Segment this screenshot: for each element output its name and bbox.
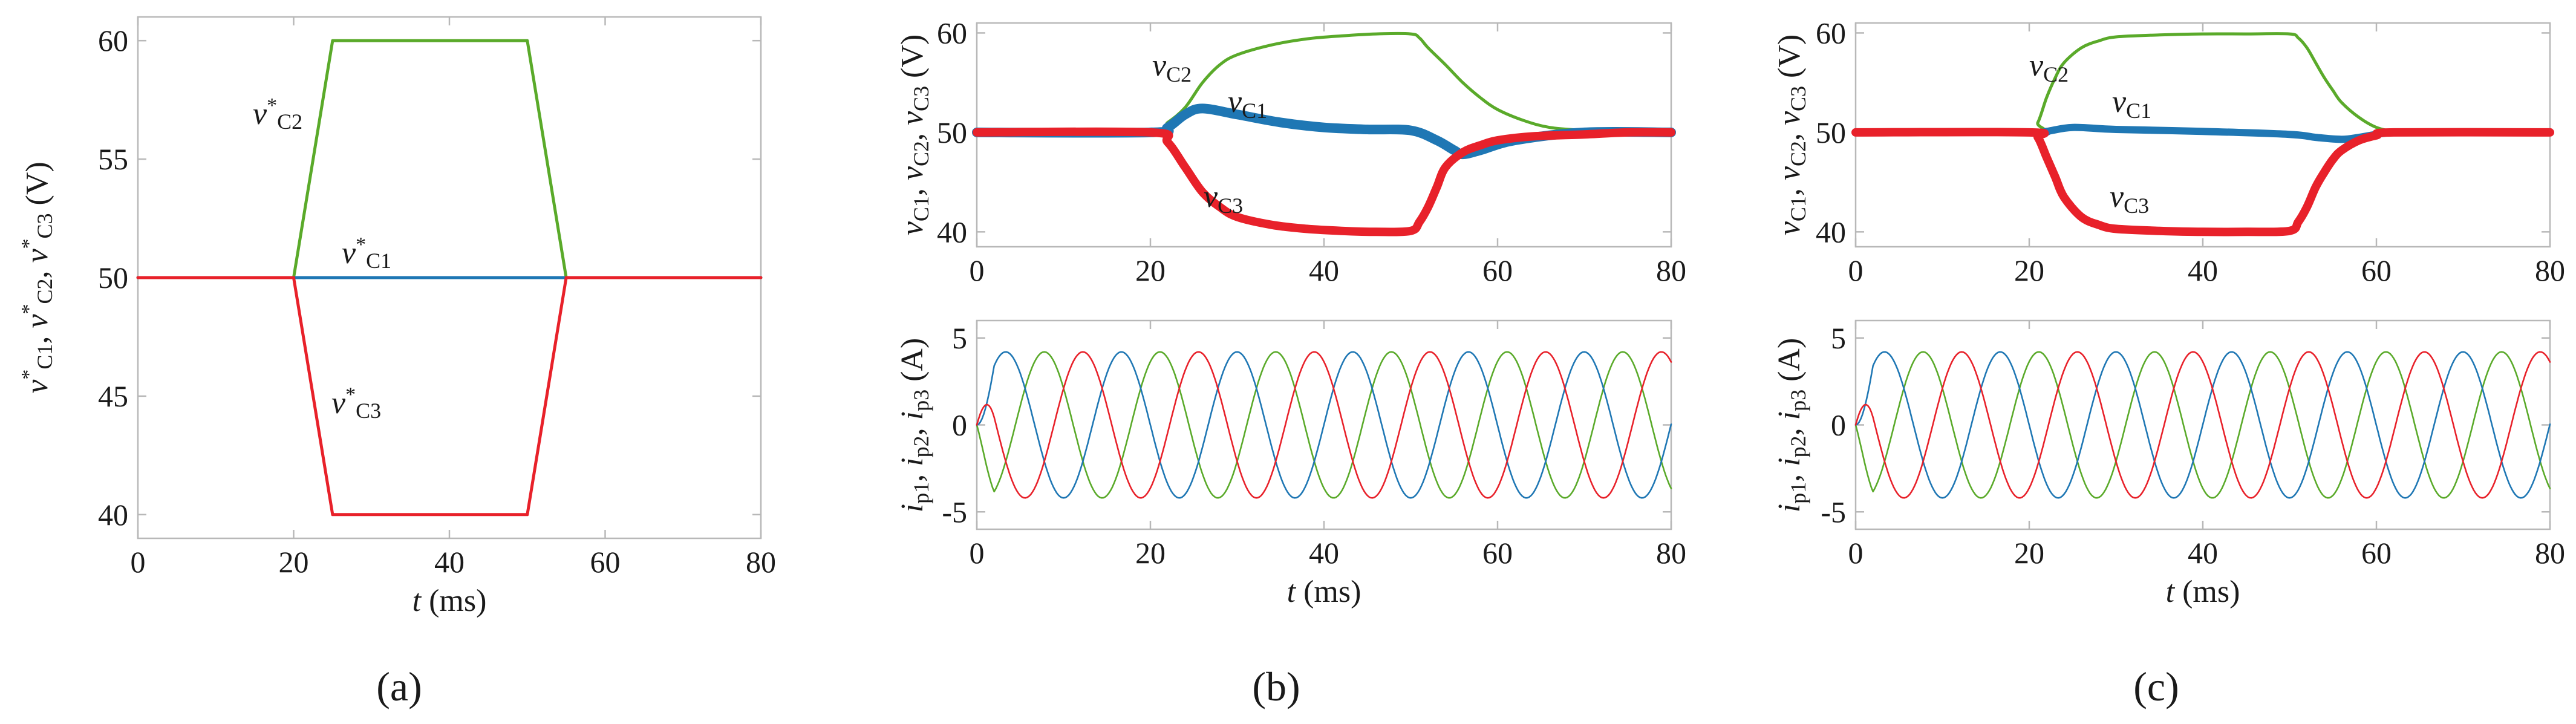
x-tick-label: 0 bbox=[1848, 253, 1864, 287]
x-tick-label: 0 bbox=[131, 545, 146, 579]
y-tick-label: 50 bbox=[98, 261, 128, 295]
label-c-c1: vC1 bbox=[2112, 85, 2151, 123]
x-tick-label: 40 bbox=[434, 545, 465, 579]
y-tick-label: -5 bbox=[1821, 495, 1846, 529]
panel-b-top-y-axis-title: vC1, vC2, vC3 (V) bbox=[895, 34, 933, 236]
series-ip3 bbox=[1854, 351, 2551, 499]
y-tick-label: 50 bbox=[937, 116, 967, 149]
panel-c-bottom-plot: 0 20 40 60 80-505 bbox=[1821, 321, 2565, 570]
panel-c-x-axis-title: t (ms) bbox=[2166, 575, 2240, 609]
series-vC2 bbox=[1854, 32, 2552, 135]
y-tick-label: 60 bbox=[937, 16, 967, 50]
y-tick-label: 40 bbox=[1816, 215, 1846, 249]
x-tick-label: 0 bbox=[970, 536, 985, 570]
label-c-c2: vC2 bbox=[2029, 48, 2069, 86]
series-ip2 bbox=[976, 351, 1672, 499]
y-tick-label: 0 bbox=[952, 408, 967, 442]
panel-c-bottom-y-axis-title: ip1, ip2, ip3 (A) bbox=[1772, 338, 1810, 513]
panel-a-x-axis-title: t (ms) bbox=[412, 584, 487, 618]
y-tick-label: 45 bbox=[98, 379, 128, 413]
panel-c-top-y-axis-title: vC1, vC2, vC3 (V) bbox=[1772, 34, 1810, 236]
x-tick-label: 80 bbox=[2535, 536, 2565, 570]
x-tick-label: 0 bbox=[970, 253, 985, 287]
x-tick-label: 40 bbox=[1309, 536, 1339, 570]
x-tick-label: 40 bbox=[2188, 536, 2218, 570]
x-tick-label: 0 bbox=[1848, 536, 1864, 570]
series-vref-C2 bbox=[136, 39, 763, 279]
label-b-c1: vC1 bbox=[1228, 85, 1267, 123]
y-tick-label: 5 bbox=[1831, 321, 1846, 355]
panel-label-a: (a) bbox=[376, 664, 422, 709]
x-tick-label: 20 bbox=[2014, 253, 2044, 287]
x-tick-label: 20 bbox=[279, 545, 309, 579]
x-tick-label: 40 bbox=[2188, 253, 2218, 287]
x-tick-label: 20 bbox=[2014, 536, 2044, 570]
x-tick-label: 60 bbox=[1482, 536, 1513, 570]
x-tick-label: 60 bbox=[2361, 253, 2392, 287]
x-tick-label: 80 bbox=[746, 545, 776, 579]
x-tick-label: 40 bbox=[1309, 253, 1339, 287]
label-ref-c1: v*C1 bbox=[342, 233, 391, 273]
label-c-c3: vC3 bbox=[2110, 180, 2149, 218]
panel-b-bottom-plot: 0 20 40 60 80-505 bbox=[942, 321, 1686, 570]
series-ip1 bbox=[1854, 351, 2551, 499]
x-tick-label: 80 bbox=[1656, 253, 1686, 287]
x-tick-label: 60 bbox=[2361, 536, 2392, 570]
series-vC2 bbox=[975, 31, 1673, 135]
panel-label-c: (c) bbox=[2133, 664, 2179, 709]
label-ref-c2: v*C2 bbox=[253, 94, 302, 134]
panel-a-plot: 0 20 40 60 80 40 45 50 55 60 bbox=[98, 17, 776, 579]
y-tick-label: 55 bbox=[98, 142, 128, 176]
label-ref-c3: v*C3 bbox=[331, 383, 381, 423]
x-tick-label: 60 bbox=[590, 545, 621, 579]
panel-b-bottom-y-axis-title: ip1, ip2, ip3 (A) bbox=[895, 338, 933, 513]
series-vC3 bbox=[973, 127, 1675, 236]
label-b-c2: vC2 bbox=[1152, 48, 1192, 86]
x-tick-label: 80 bbox=[2535, 253, 2565, 287]
y-tick-label: 0 bbox=[1831, 408, 1846, 442]
panel-c-top-plot: 0 20 40 60 80 40 50 60 bbox=[1816, 16, 2565, 287]
x-tick-label: 80 bbox=[1656, 536, 1686, 570]
y-tick-label: 60 bbox=[98, 24, 128, 57]
panel-a: 0 20 40 60 80 40 45 50 55 60 v*C1, v*C2, v*C3 (V)… bbox=[18, 16, 776, 709]
series-vref-C3 bbox=[136, 276, 763, 517]
series-ip2 bbox=[1854, 351, 2551, 499]
panel-a-y-axis-title: v*C1, v*C2, v*C3 (V) bbox=[18, 161, 57, 394]
x-tick-label: 60 bbox=[1482, 253, 1513, 287]
y-tick-label: -5 bbox=[942, 495, 967, 529]
panel-label-b: (b) bbox=[1252, 664, 1300, 709]
y-tick-label: 40 bbox=[937, 215, 967, 249]
y-tick-label: 40 bbox=[98, 498, 128, 532]
panel-b-top-plot: 0 20 40 60 80 40 50 60 bbox=[937, 16, 1686, 287]
label-b-c3: vC3 bbox=[1204, 180, 1243, 218]
y-tick-label: 50 bbox=[1816, 116, 1846, 149]
series-ip3 bbox=[976, 351, 1672, 499]
x-tick-label: 20 bbox=[1135, 536, 1166, 570]
y-tick-label: 5 bbox=[952, 321, 967, 355]
x-tick-label: 20 bbox=[1135, 253, 1166, 287]
panel-b-x-axis-title: t (ms) bbox=[1287, 575, 1361, 609]
series-vC3 bbox=[1851, 128, 2554, 236]
y-tick-label: 60 bbox=[1816, 16, 1846, 50]
series-ip1 bbox=[976, 351, 1672, 499]
